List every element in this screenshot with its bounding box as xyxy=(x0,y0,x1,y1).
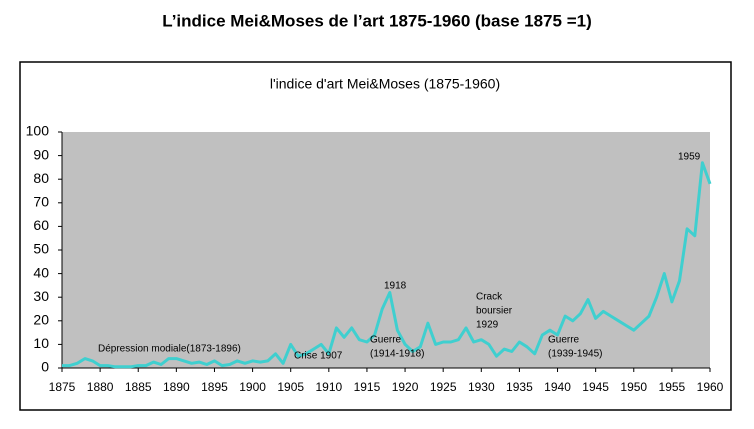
x-tick-label: 1925 xyxy=(430,380,457,394)
chart-subtitle: l'indice d'art Mei&Moses (1875-1960) xyxy=(270,76,500,92)
x-tick-label: 1960 xyxy=(697,380,724,394)
x-tick-label: 1880 xyxy=(87,380,114,394)
annotation: boursier xyxy=(476,306,513,317)
annotation: (1914-1918) xyxy=(370,349,424,360)
x-tick-label: 1885 xyxy=(125,380,152,394)
x-tick-label: 1900 xyxy=(239,380,266,394)
annotation: 1918 xyxy=(384,281,407,292)
x-tick-label: 1940 xyxy=(544,380,571,394)
x-tick-label: 1915 xyxy=(354,380,381,394)
y-tick-label: 80 xyxy=(33,170,49,186)
y-tick-label: 40 xyxy=(33,264,49,280)
y-tick-label: 100 xyxy=(26,123,50,139)
y-tick-label: 0 xyxy=(41,359,49,375)
y-tick-label: 20 xyxy=(33,312,49,328)
chart-title: L’indice Mei&Moses de l’art 1875-1960 (b… xyxy=(162,11,591,30)
annotation: 1959 xyxy=(678,152,701,163)
annotation: Guerre xyxy=(370,335,402,346)
x-tick-label: 1945 xyxy=(582,380,609,394)
x-tick-label: 1930 xyxy=(468,380,495,394)
x-tick-label: 1890 xyxy=(163,380,190,394)
annotation: Crack xyxy=(476,292,503,303)
annotation: Guerre xyxy=(548,335,580,346)
plot-area xyxy=(62,132,710,368)
y-tick-label: 30 xyxy=(33,288,49,304)
x-tick-label: 1905 xyxy=(277,380,304,394)
y-tick-label: 60 xyxy=(33,217,49,233)
x-tick-label: 1875 xyxy=(49,380,76,394)
y-tick-label: 50 xyxy=(33,241,49,257)
data-line xyxy=(62,161,712,369)
x-tick-label: 1910 xyxy=(315,380,342,394)
x-tick-label: 1950 xyxy=(620,380,647,394)
annotation: 1929 xyxy=(476,320,499,331)
x-tick-label: 1920 xyxy=(392,380,419,394)
x-tick-label: 1955 xyxy=(659,380,686,394)
y-tick-label: 10 xyxy=(33,335,49,351)
annotation: (1939-1945) xyxy=(548,349,602,360)
y-tick-label: 70 xyxy=(33,194,49,210)
annotation: Dépression modiale(1873-1896) xyxy=(98,344,241,355)
y-tick-label: 90 xyxy=(33,146,49,162)
x-tick-label: 1895 xyxy=(201,380,228,394)
x-tick-label: 1935 xyxy=(506,380,533,394)
annotation: Crise 1907 xyxy=(294,351,343,362)
